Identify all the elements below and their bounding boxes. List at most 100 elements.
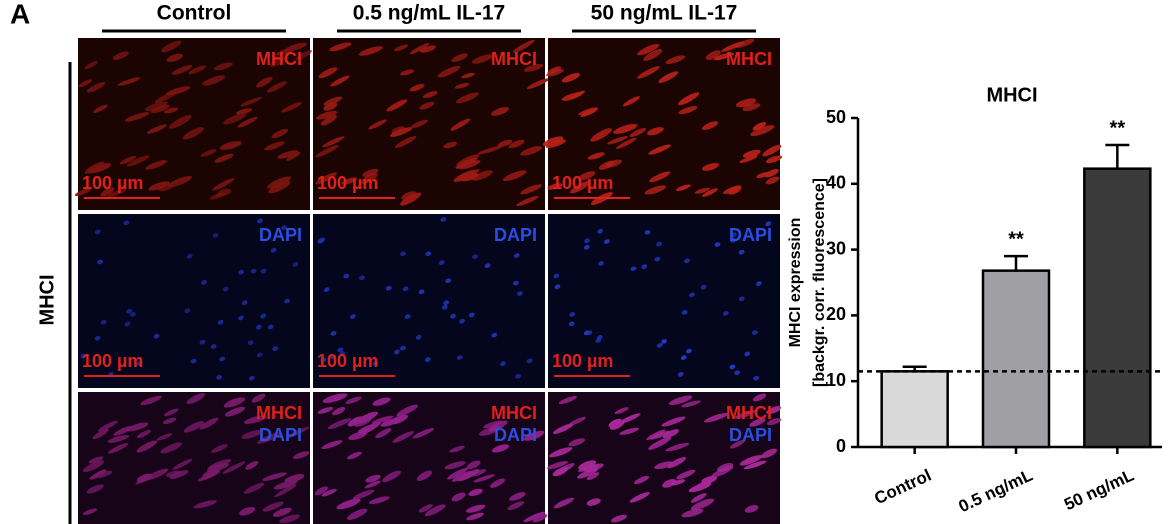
cell [247,340,254,345]
cell [656,241,662,247]
cell [243,415,267,424]
cell [701,475,717,484]
cell [468,488,483,497]
cell [256,76,273,88]
cell [393,44,409,52]
cell [456,355,463,360]
cell [662,429,679,439]
cell [262,472,287,481]
bar [1083,167,1152,449]
cell [690,498,715,511]
figure-label: A [10,0,30,29]
cell [222,286,229,292]
cell [274,484,297,498]
cell [260,313,267,319]
cell [392,431,414,443]
cell [88,456,104,464]
cell [251,393,266,403]
cell [136,361,143,366]
cell [716,462,734,472]
cell [586,472,600,481]
cell [765,155,783,164]
cell [212,233,219,238]
cell [752,393,767,402]
cell [385,285,392,291]
cell [281,225,287,231]
cell [424,504,446,517]
cell [130,311,136,317]
cell [688,482,712,493]
cell [507,501,525,510]
cell [689,292,695,298]
cell [523,63,544,72]
channel-label: MHCI [256,403,302,423]
cell [86,81,106,93]
cell [490,478,506,488]
cell [437,65,461,78]
cell [186,393,206,405]
cell [272,346,279,351]
cell [512,39,535,53]
cell [223,397,245,408]
cell [607,136,628,145]
scale-bar-label: 100 µm [82,351,143,371]
cell [164,408,179,417]
cell [107,188,127,198]
y-tick-label: 40 [826,173,846,193]
cell [153,333,160,339]
cell [762,144,782,157]
cell [368,496,390,505]
cell [447,467,469,480]
cell [461,173,479,182]
cell [317,238,324,244]
cell [410,119,428,129]
cell [578,460,597,470]
cell [549,447,573,458]
cell [545,68,564,77]
cell [358,46,383,56]
scale-bar-label: 100 µm [552,351,613,371]
cell [119,156,137,165]
cell [145,160,167,170]
cell [491,106,509,116]
cell [372,397,391,406]
cell [271,128,289,139]
cell [471,54,493,64]
cell [315,172,338,185]
cell [362,168,379,177]
cell [465,504,486,513]
cell [396,404,419,417]
cell [603,239,610,244]
cell [468,312,475,318]
cell [450,313,456,319]
cell [273,480,298,490]
cell [412,428,434,439]
channel-label: DAPI [494,225,537,245]
cell [729,440,745,449]
cell [375,428,392,439]
cell [629,492,650,503]
cell [554,463,575,475]
cell [286,151,301,161]
cell [553,497,574,509]
cell [162,417,177,425]
cell [443,141,458,149]
cell [168,115,192,129]
cell [701,121,719,131]
micrograph [78,392,310,524]
cell [364,480,381,489]
cell [372,361,379,366]
cell [107,435,130,443]
cell [676,469,696,480]
column-header: 50 ng/mL IL-17 [591,2,738,25]
cell [146,124,167,134]
cell [477,145,503,155]
cell [526,358,533,364]
channel-label: DAPI [729,425,772,445]
cell [722,311,729,316]
cell [661,416,686,427]
cell [190,358,197,364]
cell [241,300,248,306]
cell [455,92,479,104]
cell [756,281,762,287]
